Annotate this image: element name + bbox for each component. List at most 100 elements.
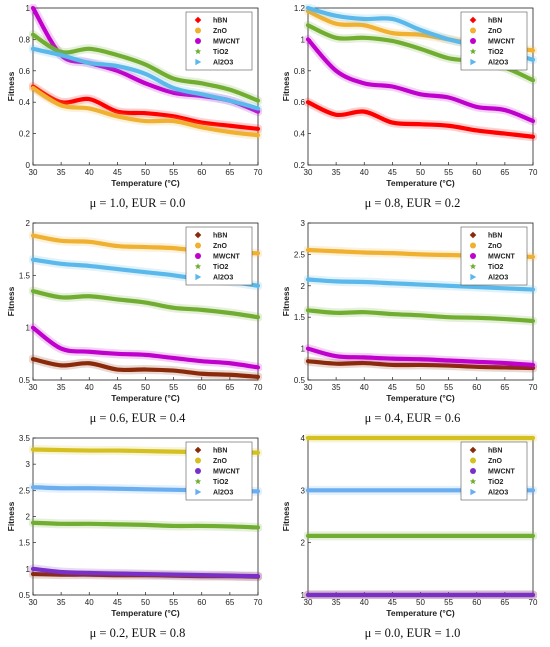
data-point-ZnO bbox=[88, 240, 91, 244]
data-point-ZnO bbox=[306, 248, 310, 252]
data-point-Al2O3 bbox=[306, 6, 310, 10]
data-point-ZnO bbox=[447, 253, 450, 257]
legend-marker-Al2O3 bbox=[195, 273, 202, 281]
x-tick-label: 50 bbox=[416, 598, 425, 607]
data-point-MWCNT bbox=[306, 38, 310, 41]
legend-marker-Al2O3 bbox=[195, 488, 202, 496]
data-point-Al2O3 bbox=[503, 287, 507, 290]
data-point-ZnO bbox=[419, 33, 422, 36]
x-tick-label: 40 bbox=[360, 383, 369, 392]
legend-label-TiO2: TiO2 bbox=[213, 264, 229, 271]
y-tick-label: 2 bbox=[26, 513, 31, 522]
data-point-hBN bbox=[256, 375, 260, 379]
data-point-hBN bbox=[59, 364, 63, 367]
data-point-ZnO bbox=[531, 436, 535, 440]
legend-label-TiO2: TiO2 bbox=[213, 479, 229, 486]
x-tick-label: 50 bbox=[141, 383, 150, 392]
data-point-TiO2 bbox=[59, 50, 63, 54]
y-tick-label: 0.8 bbox=[19, 35, 31, 44]
data-point-TiO2 bbox=[391, 39, 394, 43]
data-point-Al2O3 bbox=[306, 489, 310, 492]
legend-label-MWCNT: MWCNT bbox=[213, 254, 241, 261]
series-group bbox=[29, 4, 262, 140]
data-point-TiO2 bbox=[172, 524, 175, 528]
data-point-TiO2 bbox=[306, 309, 310, 312]
legend-label-MWCNT: MWCNT bbox=[488, 469, 516, 476]
data-point-Al2O3 bbox=[363, 489, 366, 492]
data-point-MWCNT bbox=[419, 93, 422, 96]
legend: hBN ZnO MWCNT TiO2 Al2O3 bbox=[185, 11, 253, 71]
data-point-MWCNT bbox=[334, 354, 338, 358]
y-tick-label: 3.5 bbox=[19, 434, 31, 443]
data-point-TiO2 bbox=[172, 77, 175, 80]
data-point-MWCNT bbox=[144, 353, 147, 357]
x-tick-label: 65 bbox=[500, 383, 509, 392]
data-point-TiO2 bbox=[447, 534, 450, 538]
x-tick-label: 30 bbox=[29, 168, 38, 177]
legend-label-MWCNT: MWCNT bbox=[488, 39, 516, 46]
y-axis-label: Fitness bbox=[6, 286, 16, 316]
data-point-hBN bbox=[447, 364, 450, 367]
data-point-hBN bbox=[228, 373, 232, 376]
legend-marker-ZnO bbox=[195, 242, 201, 249]
chart-caption-2: μ = 0.8, EUR = 0.2 bbox=[364, 196, 461, 210]
legend-marker-TiO2 bbox=[469, 263, 477, 270]
legend-label-Al2O3: Al2O3 bbox=[213, 60, 233, 67]
x-tick-label: 65 bbox=[225, 383, 234, 392]
data-point-MWCNT bbox=[391, 593, 394, 597]
y-tick-label: 3 bbox=[301, 486, 306, 495]
data-point-hBN bbox=[334, 113, 338, 116]
data-point-hBN bbox=[144, 111, 147, 115]
data-point-ZnO bbox=[228, 130, 232, 134]
legend-label-hBN: hBN bbox=[488, 233, 502, 240]
y-axis-label: Fitness bbox=[281, 71, 291, 101]
x-tick-label: 70 bbox=[529, 383, 538, 392]
data-point-TiO2 bbox=[531, 319, 535, 323]
legend-marker-MWCNT bbox=[470, 253, 476, 259]
data-point-Al2O3 bbox=[447, 284, 450, 287]
x-tick-label: 65 bbox=[225, 598, 234, 607]
data-point-hBN bbox=[116, 110, 119, 113]
data-point-TiO2 bbox=[419, 314, 422, 317]
data-point-Al2O3 bbox=[256, 490, 260, 493]
data-point-Al2O3 bbox=[256, 107, 260, 110]
y-tick-label: 1 bbox=[26, 324, 31, 333]
legend-marker-TiO2 bbox=[469, 478, 477, 485]
chart-panel-1: 0 0.2 0.4 0.6 0.8 1 30 35 40 45 50 55 60 65 70 Temperat… bbox=[0, 0, 275, 215]
x-tick-label: 30 bbox=[29, 383, 38, 392]
data-point-ZnO bbox=[334, 22, 338, 25]
legend-label-TiO2: TiO2 bbox=[488, 264, 504, 271]
data-point-ZnO bbox=[363, 436, 366, 440]
data-point-Al2O3 bbox=[116, 64, 119, 68]
data-point-TiO2 bbox=[475, 316, 478, 320]
data-point-Al2O3 bbox=[334, 14, 338, 18]
data-point-hBN bbox=[88, 362, 91, 365]
legend-marker-ZnO bbox=[470, 27, 476, 34]
data-point-ZnO bbox=[172, 246, 175, 250]
data-point-MWCNT bbox=[447, 593, 450, 597]
y-axis-label: Fitness bbox=[6, 71, 16, 101]
chart-panel-3: 0.5 1 1.5 2 30 35 40 45 50 55 60 65 70 Temperature (°… bbox=[0, 215, 275, 430]
y-tick-label: 0.5 bbox=[19, 376, 31, 385]
data-point-MWCNT bbox=[144, 82, 147, 85]
data-point-TiO2 bbox=[31, 289, 35, 293]
data-point-ZnO bbox=[363, 251, 366, 254]
data-point-hBN bbox=[228, 124, 232, 127]
data-point-MWCNT bbox=[88, 350, 91, 353]
legend-label-ZnO: ZnO bbox=[488, 243, 503, 250]
data-point-ZnO bbox=[31, 86, 35, 90]
x-tick-label: 45 bbox=[113, 598, 122, 607]
x-axis-label: Temperature (°C) bbox=[111, 608, 180, 618]
data-point-MWCNT bbox=[116, 69, 119, 73]
data-point-MWCNT bbox=[334, 593, 338, 597]
data-point-TiO2 bbox=[59, 296, 63, 299]
chart-svg-4: 0.5 1 1.5 2 2.5 3 30 35 40 45 50 55 60 65 70 Temperatur… bbox=[281, 219, 538, 403]
legend-label-ZnO: ZnO bbox=[213, 458, 228, 465]
data-point-Al2O3 bbox=[88, 487, 91, 490]
data-point-MWCNT bbox=[144, 572, 147, 576]
y-tick-label: 1.5 bbox=[294, 313, 306, 322]
x-tick-label: 35 bbox=[57, 168, 66, 177]
legend: hBN ZnO MWCNT TiO2 Al2O3 bbox=[185, 441, 253, 501]
data-point-MWCNT bbox=[256, 574, 260, 578]
data-point-TiO2 bbox=[419, 47, 422, 51]
